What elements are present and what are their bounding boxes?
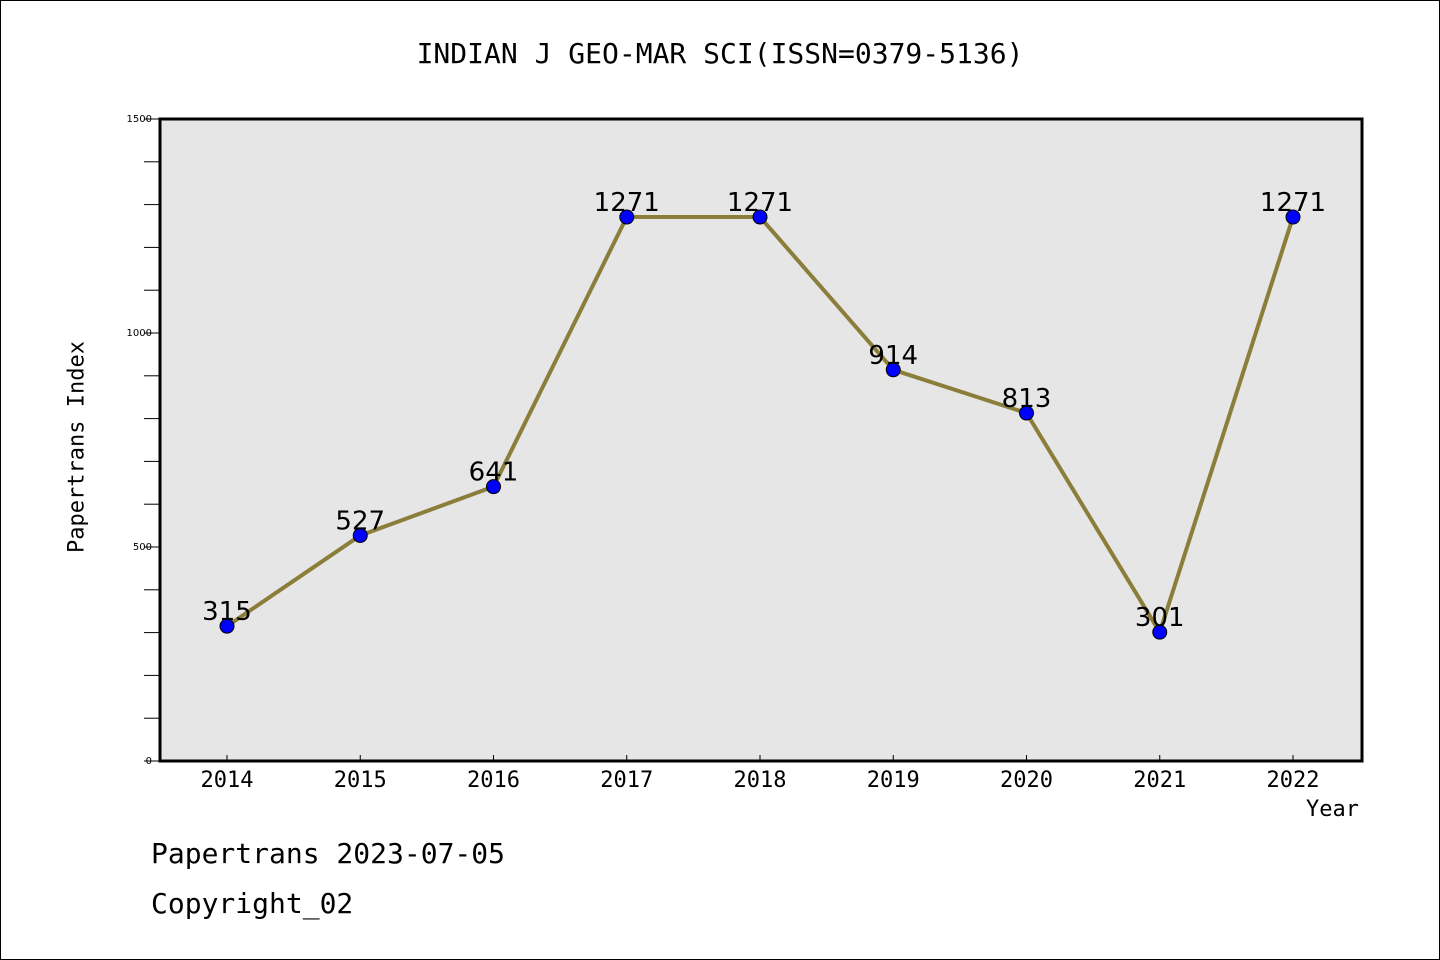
x-tick-label: 2021 bbox=[1133, 768, 1186, 793]
data-point bbox=[885, 362, 901, 378]
data-point bbox=[352, 527, 368, 543]
y-tick-label: 1000 bbox=[127, 328, 152, 339]
y-axis-label: Papertrans Index bbox=[64, 341, 90, 553]
x-tick-label: 2016 bbox=[467, 768, 520, 793]
y-tick-label: 500 bbox=[133, 542, 152, 553]
x-tick-label: 2017 bbox=[600, 768, 653, 793]
footer-date: Papertrans 2023-07-05 bbox=[151, 837, 506, 870]
x-tick-label: 2015 bbox=[334, 768, 387, 793]
data-label: 1271 bbox=[594, 188, 660, 218]
y-tick-label: 1500 bbox=[127, 114, 152, 125]
x-tick-label: 2018 bbox=[734, 768, 787, 793]
x-tick-label: 2019 bbox=[867, 768, 920, 793]
data-point bbox=[752, 209, 768, 225]
x-tick-label: 2020 bbox=[1000, 768, 1053, 793]
data-point bbox=[486, 479, 501, 495]
data-point bbox=[1019, 405, 1034, 421]
data-label: 1271 bbox=[1260, 188, 1326, 218]
x-tick-label: 2014 bbox=[201, 768, 254, 793]
data-point bbox=[1285, 209, 1301, 225]
data-label: 914 bbox=[868, 341, 918, 371]
plot-frame bbox=[158, 117, 1364, 763]
data-label: 301 bbox=[1135, 603, 1185, 633]
data-label: 527 bbox=[335, 506, 385, 536]
x-axis-label: Year bbox=[1306, 797, 1359, 822]
x-tick-label: 2022 bbox=[1267, 768, 1320, 793]
y-tick-label: 0 bbox=[146, 756, 152, 767]
data-point bbox=[1152, 624, 1168, 640]
footer-copyright: Copyright_02 bbox=[151, 887, 354, 920]
data-label: 813 bbox=[1002, 384, 1052, 414]
data-label: 1271 bbox=[727, 188, 793, 218]
data-label: 641 bbox=[469, 458, 519, 488]
plot-area bbox=[160, 119, 1362, 761]
data-label: 315 bbox=[202, 597, 252, 627]
data-point bbox=[219, 618, 235, 634]
chart-title: INDIAN J GEO-MAR SCI(ISSN=0379-5136) bbox=[416, 37, 1024, 70]
data-point bbox=[619, 209, 635, 225]
